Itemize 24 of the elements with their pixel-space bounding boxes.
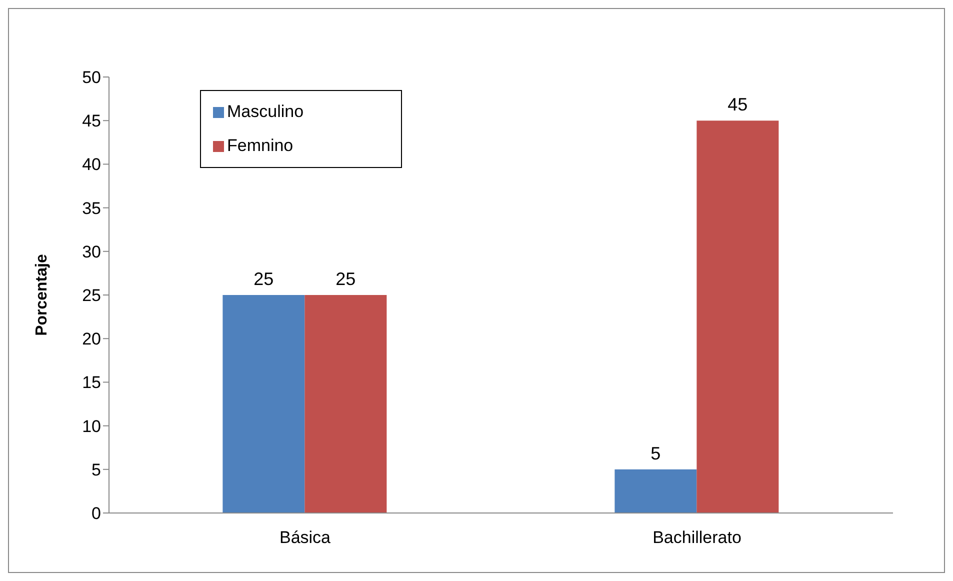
bar bbox=[696, 120, 779, 513]
legend-label: Femnino bbox=[227, 136, 294, 156]
data-label: 5 bbox=[650, 443, 661, 464]
data-label: 25 bbox=[254, 269, 274, 289]
data-label: 25 bbox=[336, 269, 356, 289]
y-tick-label: 15 bbox=[82, 373, 101, 392]
x-tick-label: Bachillerato bbox=[652, 528, 742, 548]
y-tick-label: 20 bbox=[82, 330, 101, 349]
y-tick-label: 5 bbox=[92, 460, 101, 480]
y-tick-label: 50 bbox=[82, 68, 101, 88]
y-axis-title: Porcentaje bbox=[34, 254, 51, 336]
bar bbox=[304, 295, 387, 513]
y-tick-label: 30 bbox=[82, 242, 101, 262]
legend-label: Masculino bbox=[227, 102, 304, 122]
y-tick-label: 10 bbox=[82, 416, 101, 436]
y-tick-label: 45 bbox=[82, 112, 101, 131]
bar bbox=[222, 295, 305, 513]
y-tick-label: 35 bbox=[82, 198, 101, 218]
data-label: 45 bbox=[728, 94, 748, 115]
y-tick-label: 0 bbox=[92, 504, 101, 524]
bar bbox=[614, 469, 697, 513]
y-tick-label: 40 bbox=[82, 155, 101, 174]
y-tick-label: 25 bbox=[82, 286, 101, 306]
x-tick-label: Básica bbox=[279, 528, 332, 548]
